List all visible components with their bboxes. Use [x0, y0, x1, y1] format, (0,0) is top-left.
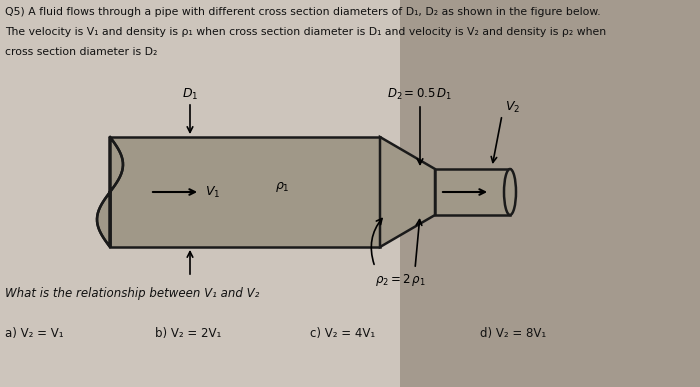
- Text: $V_1$: $V_1$: [205, 185, 220, 200]
- Text: d) V₂ = 8V₁: d) V₂ = 8V₁: [480, 327, 546, 340]
- Bar: [110, 137, 380, 247]
- Text: a) V₂ = V₁: a) V₂ = V₁: [5, 327, 64, 340]
- Polygon shape: [380, 137, 435, 247]
- Bar: [435, 169, 510, 215]
- Text: $V_2$: $V_2$: [505, 100, 520, 115]
- Text: $D_2= 0.5\,D_1$: $D_2= 0.5\,D_1$: [387, 87, 453, 102]
- Ellipse shape: [504, 169, 516, 215]
- Text: The velocity is V₁ and density is ρ₁ when cross section diameter is D₁ and veloc: The velocity is V₁ and density is ρ₁ whe…: [5, 27, 606, 37]
- Polygon shape: [97, 137, 123, 247]
- Text: What is the relationship between V₁ and V₂: What is the relationship between V₁ and …: [5, 287, 260, 300]
- Text: Q5) A fluid flows through a pipe with different cross section diameters of D₁, D: Q5) A fluid flows through a pipe with di…: [5, 7, 601, 17]
- Text: $\rho_2= 2\,\rho_1$: $\rho_2= 2\,\rho_1$: [374, 272, 426, 288]
- Text: c) V₂ = 4V₁: c) V₂ = 4V₁: [310, 327, 375, 340]
- Text: $\rho_1$: $\rho_1$: [275, 180, 290, 194]
- Bar: [400, 0, 700, 387]
- Text: cross section diameter is D₂: cross section diameter is D₂: [5, 47, 158, 57]
- Text: b) V₂ = 2V₁: b) V₂ = 2V₁: [155, 327, 221, 340]
- Text: $D_1$: $D_1$: [182, 87, 198, 102]
